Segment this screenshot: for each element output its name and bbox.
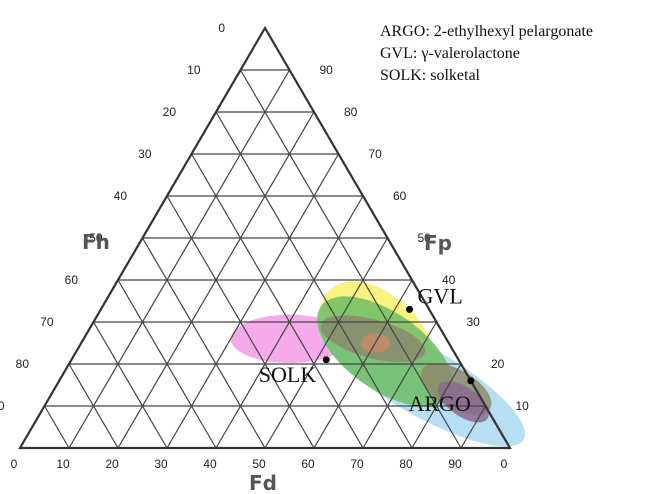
gridline-fh-10 bbox=[239, 69, 462, 449]
gridline-fd-80 bbox=[411, 363, 462, 449]
tick-fp-5: 40 bbox=[442, 273, 456, 287]
data-points: GVL SOLK ARGO bbox=[259, 283, 475, 416]
gridline-fd-10 bbox=[68, 69, 291, 449]
gridline-fd-60 bbox=[313, 279, 413, 449]
tick-fh-5: 50 bbox=[89, 231, 103, 245]
tick-fh-0: 0 bbox=[218, 21, 225, 35]
tick-fd-7: 70 bbox=[350, 457, 364, 471]
tick-fd-3: 30 bbox=[154, 457, 168, 471]
gridline-fh-50 bbox=[141, 237, 266, 449]
gridline-fd-70 bbox=[362, 321, 438, 449]
tick-fp-1: 80 bbox=[344, 105, 358, 119]
tick-fd-9: 90 bbox=[448, 457, 462, 471]
tick-fp-6: 30 bbox=[467, 315, 481, 329]
tick-fd-8: 80 bbox=[399, 457, 413, 471]
point-argo bbox=[467, 377, 475, 385]
gridline-fh-70 bbox=[92, 321, 168, 449]
point-solk bbox=[322, 356, 330, 364]
tick-fh-7: 70 bbox=[40, 315, 54, 329]
gridline-fd-50 bbox=[264, 237, 389, 449]
gridline-fd-30 bbox=[166, 153, 340, 449]
tick-labels: 0 10 20 30 40 50 60 70 80 90 0 0 10 20 30 40 50 60 70 80 90 9… bbox=[0, 21, 529, 471]
tick-fp-2: 70 bbox=[369, 147, 383, 161]
axis-label-fp: Fp bbox=[424, 231, 452, 255]
ternary-grid bbox=[43, 69, 487, 449]
tick-fd-6: 60 bbox=[301, 457, 315, 471]
tick-fh-8: 80 bbox=[16, 357, 30, 371]
point-label-solk: SOLK bbox=[259, 362, 317, 387]
tick-fp-4: 50 bbox=[418, 231, 432, 245]
gridline-fh-80 bbox=[68, 363, 119, 449]
gridline-fd-90 bbox=[460, 405, 487, 449]
tick-fp-3: 60 bbox=[393, 189, 407, 203]
tick-fh-1: 10 bbox=[187, 63, 201, 77]
axis-label-fd: Fd bbox=[249, 471, 277, 494]
tick-fp-8: 10 bbox=[516, 399, 530, 413]
point-gvl bbox=[406, 305, 414, 313]
point-label-gvl: GVL bbox=[418, 283, 463, 308]
tick-fh-3: 30 bbox=[138, 147, 152, 161]
tick-fd-2: 20 bbox=[105, 457, 119, 471]
gridline-fh-30 bbox=[190, 153, 364, 449]
tick-fd-4: 40 bbox=[203, 457, 217, 471]
tick-fh-9: 90 bbox=[0, 399, 5, 413]
point-label-argo: ARGO bbox=[408, 391, 470, 416]
tick-fd-1: 10 bbox=[56, 457, 70, 471]
tick-fh-6: 60 bbox=[65, 273, 79, 287]
triangle-frame bbox=[18, 25, 512, 450]
tick-fh-2: 20 bbox=[163, 105, 177, 119]
tick-fd-0: 0 bbox=[11, 457, 18, 471]
tick-fh-4: 40 bbox=[114, 189, 128, 203]
tick-fp-7: 20 bbox=[491, 357, 505, 371]
tick-fd-5: 50 bbox=[252, 457, 266, 471]
axis-label-fh: Fh bbox=[82, 230, 110, 254]
tick-fp-0: 90 bbox=[320, 63, 334, 77]
ternary-frame bbox=[18, 25, 512, 450]
legend-line-argo: ARGO: 2-ethylhexyl pelargonate bbox=[380, 23, 593, 40]
tick-fd-10: 0 bbox=[501, 457, 508, 471]
gridline-fh-90 bbox=[43, 405, 70, 449]
legend-line-solk: SOLK: solketal bbox=[380, 67, 481, 84]
legend: ARGO: 2-ethylhexyl pelargonate GVL: γ-va… bbox=[380, 23, 593, 84]
region-7 bbox=[437, 381, 489, 423]
legend-line-gvl: GVL: γ-valerolactone bbox=[380, 45, 520, 62]
gridline-fh-60 bbox=[117, 279, 217, 449]
